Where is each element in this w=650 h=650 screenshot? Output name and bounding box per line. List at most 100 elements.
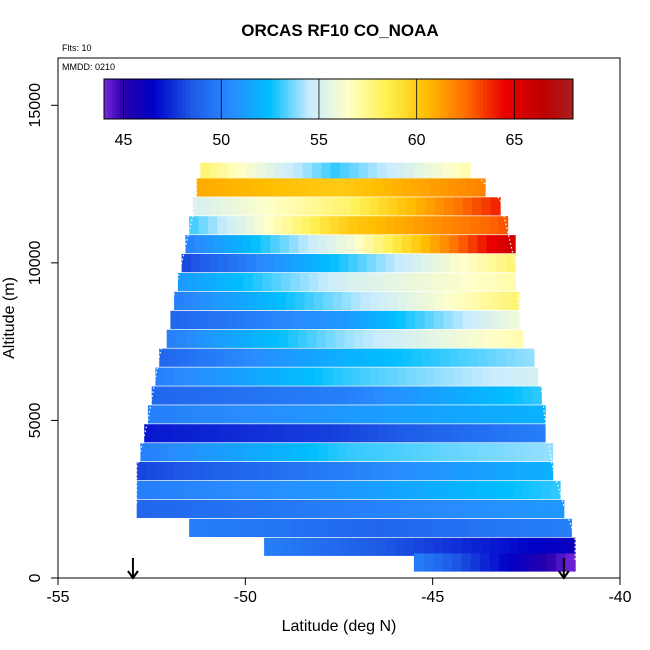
heatmap-cell — [290, 272, 301, 292]
heatmap-cell — [416, 291, 427, 310]
heatmap-cell — [136, 462, 147, 481]
colorbar-segment — [447, 79, 453, 119]
heatmap-cell — [499, 537, 510, 556]
colorbar-segment — [479, 79, 484, 119]
heatmap-cell — [172, 424, 182, 443]
colorbar-segment — [483, 79, 488, 119]
heatmap-cell — [341, 197, 352, 216]
heatmap-cell — [481, 291, 492, 310]
colorbar-segment — [201, 79, 207, 119]
heatmap-cell — [382, 462, 393, 481]
heatmap-cell — [496, 348, 507, 367]
heatmap-cell — [293, 424, 304, 443]
heatmap-cell — [413, 216, 424, 235]
colorbar-segment — [158, 79, 164, 119]
heatmap-cell — [248, 367, 259, 386]
heatmap-cell — [243, 443, 254, 462]
heatmap-cell — [414, 537, 425, 556]
heatmap-cell — [452, 537, 463, 556]
heatmap-cell — [394, 518, 405, 537]
heatmap-cell — [508, 553, 519, 572]
colorbar-tick-label: 50 — [212, 132, 230, 149]
heatmap-cell — [200, 254, 211, 273]
heatmap-cell — [211, 197, 222, 216]
colorbar-segment — [225, 79, 230, 119]
heatmap-cell — [397, 291, 408, 310]
heatmap-cell — [309, 386, 320, 405]
heatmap-cell — [217, 310, 228, 329]
heatmap-cell — [458, 462, 469, 481]
heatmap-cell — [306, 462, 317, 481]
heatmap-cell — [238, 499, 249, 518]
colorbar-segment — [549, 79, 554, 119]
heatmap-cell — [412, 518, 423, 537]
heatmap-cell — [532, 386, 542, 405]
heatmap-cell — [450, 405, 461, 424]
heatmap-cell — [439, 235, 450, 254]
heatmap-cell — [461, 424, 472, 443]
heatmap-cell — [470, 553, 481, 572]
colorbar-segment — [150, 79, 156, 119]
heatmap-cell — [469, 405, 480, 424]
heatmap-cell — [168, 443, 179, 462]
heatmap-cell — [273, 518, 283, 537]
heatmap-cell — [205, 178, 216, 197]
heatmap-cell — [155, 480, 166, 500]
heatmap-cell — [365, 272, 376, 292]
heatmap-cell — [147, 405, 158, 424]
colorbar-segment — [561, 79, 566, 119]
heatmap-cell — [177, 348, 188, 367]
heatmap-cell — [216, 386, 227, 405]
heatmap-cell — [179, 386, 190, 405]
heatmap-cell — [202, 291, 212, 310]
heatmap-cell — [302, 162, 313, 181]
colorbar-tick-label: 65 — [505, 132, 523, 149]
heatmap-cell — [422, 254, 433, 273]
heatmap-cell — [223, 235, 234, 254]
heatmap-cell — [546, 553, 557, 572]
colorbar-segment — [365, 79, 371, 119]
heatmap-cell — [351, 367, 362, 386]
heatmap-cell — [174, 462, 185, 481]
heatmap-cell — [181, 254, 192, 273]
heatmap-cell — [424, 537, 435, 556]
y-tick-label: 15000 — [27, 83, 44, 128]
colorbar-segment — [533, 79, 539, 119]
colorbar-segment — [193, 79, 199, 119]
heatmap-cell — [328, 518, 339, 537]
heatmap-cell — [292, 310, 303, 329]
heatmap-cell — [393, 405, 404, 424]
heatmap-cell — [234, 272, 245, 292]
heatmap-cell — [271, 178, 281, 197]
heatmap-cell — [480, 499, 491, 518]
heatmap-cell — [369, 291, 380, 310]
heatmap-cell — [206, 443, 216, 462]
heatmap-cell — [335, 329, 346, 348]
heatmap-cell — [522, 386, 533, 405]
heatmap-cell — [490, 310, 501, 329]
heatmap-cell — [431, 405, 442, 424]
heatmap-cell — [500, 367, 511, 386]
heatmap-cell — [246, 162, 257, 181]
heatmap-cell — [479, 424, 490, 443]
heatmap-cell — [215, 272, 226, 292]
heatmap-cell — [220, 367, 231, 386]
colorbar-segment — [252, 79, 257, 119]
colorbar-segment — [350, 79, 355, 119]
colorbar-segment — [440, 79, 445, 119]
heatmap-cell — [402, 235, 413, 254]
heatmap-cell — [185, 235, 196, 254]
heatmap-cell — [374, 386, 385, 405]
heatmap-cell — [451, 553, 462, 572]
heatmap-cell — [258, 291, 268, 310]
heatmap-cell — [194, 329, 205, 348]
heatmap-cell — [270, 405, 281, 424]
colorbar-segment — [264, 79, 269, 119]
heatmap-cell — [397, 367, 408, 386]
heatmap-cell — [245, 310, 256, 329]
heatmap-cell — [286, 197, 296, 216]
heatmap-cell — [360, 367, 371, 386]
heatmap-cell — [168, 348, 179, 367]
heatmap-cell — [322, 499, 333, 518]
heatmap-cell — [471, 310, 482, 329]
